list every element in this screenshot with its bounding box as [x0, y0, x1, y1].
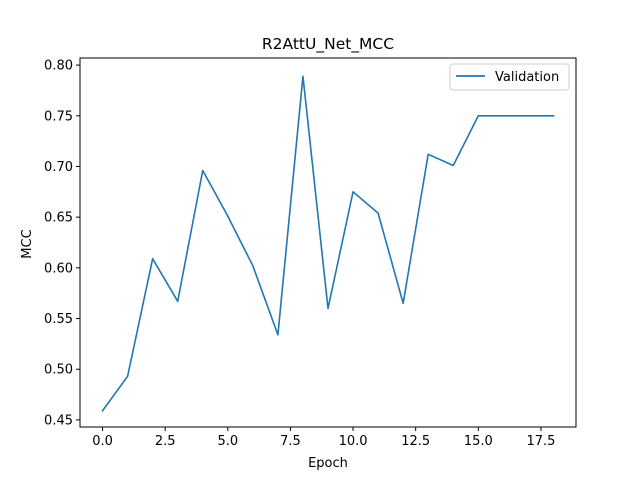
y-tick-label: 0.55 [44, 312, 73, 327]
x-tick-label: 15.0 [464, 434, 493, 449]
y-tick-label: 0.65 [44, 211, 73, 226]
x-axis-label: Epoch [308, 456, 348, 471]
y-axis: 0.45 0.50 0.55 0.60 0.65 0.70 0.75 0.80 [44, 59, 80, 428]
legend-label-validation: Validation [495, 70, 559, 85]
y-tick-label: 0.80 [44, 59, 73, 74]
y-tick-label: 0.45 [44, 413, 73, 428]
x-tick-label: 17.5 [526, 434, 555, 449]
x-tick-label: 0.0 [92, 434, 113, 449]
x-axis: 0.0 2.5 5.0 7.5 10.0 12.5 15.0 17.5 [92, 427, 555, 449]
legend-box [449, 63, 570, 91]
y-axis-label: MCC [20, 229, 35, 258]
x-tick-label: 7.5 [280, 434, 301, 449]
x-tick-label: 10.0 [339, 434, 368, 449]
x-tick-label: 5.0 [217, 434, 238, 449]
plot-frame [79, 57, 577, 428]
plot-area [79, 57, 577, 428]
legend: Validation [449, 63, 570, 91]
x-tick-label: 12.5 [401, 434, 430, 449]
x-tick-label: 2.5 [155, 434, 176, 449]
y-tick-label: 0.50 [44, 363, 73, 378]
y-tick-label: 0.60 [44, 261, 73, 276]
y-tick-label: 0.75 [44, 109, 73, 124]
y-tick-label: 0.70 [44, 160, 73, 175]
chart-title: R2AttU_Net_MCC [262, 35, 394, 54]
